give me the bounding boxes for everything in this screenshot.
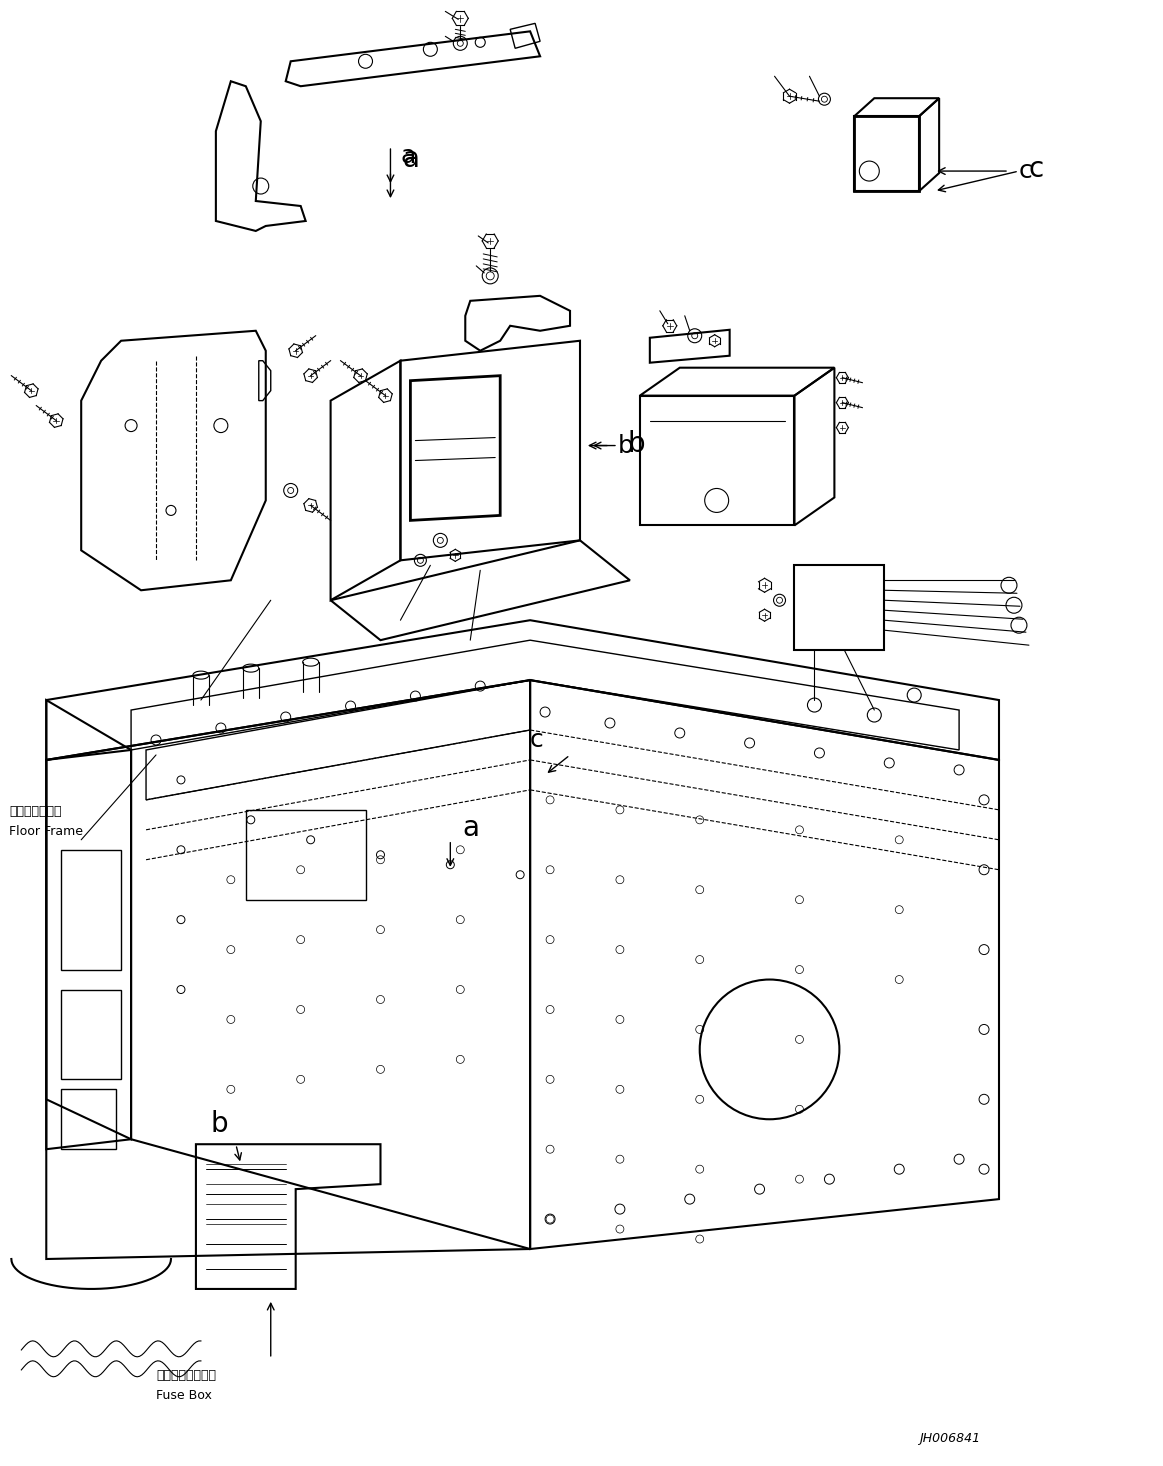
Text: フューズボックス: フューズボックス bbox=[156, 1369, 216, 1382]
Text: c: c bbox=[1019, 160, 1033, 183]
Text: c: c bbox=[1029, 155, 1044, 183]
Text: JH006841: JH006841 bbox=[919, 1432, 980, 1445]
Text: b: b bbox=[211, 1110, 228, 1138]
Bar bbox=[855, 116, 919, 191]
Text: a: a bbox=[402, 145, 420, 173]
Text: Floor Frame: Floor Frame bbox=[9, 825, 84, 839]
Bar bbox=[855, 116, 919, 191]
Bar bbox=[794, 566, 884, 649]
Bar bbox=[62, 850, 121, 969]
Bar bbox=[640, 396, 794, 525]
Text: b: b bbox=[618, 434, 634, 457]
Text: c: c bbox=[530, 729, 544, 752]
Bar bbox=[245, 809, 365, 900]
Text: b: b bbox=[628, 430, 645, 457]
Bar bbox=[62, 1089, 116, 1149]
Text: フロアフレーム: フロアフレーム bbox=[9, 805, 62, 818]
Bar bbox=[62, 990, 121, 1079]
Text: a: a bbox=[462, 814, 479, 841]
Text: Fuse Box: Fuse Box bbox=[156, 1388, 212, 1401]
Text: a: a bbox=[400, 144, 415, 169]
